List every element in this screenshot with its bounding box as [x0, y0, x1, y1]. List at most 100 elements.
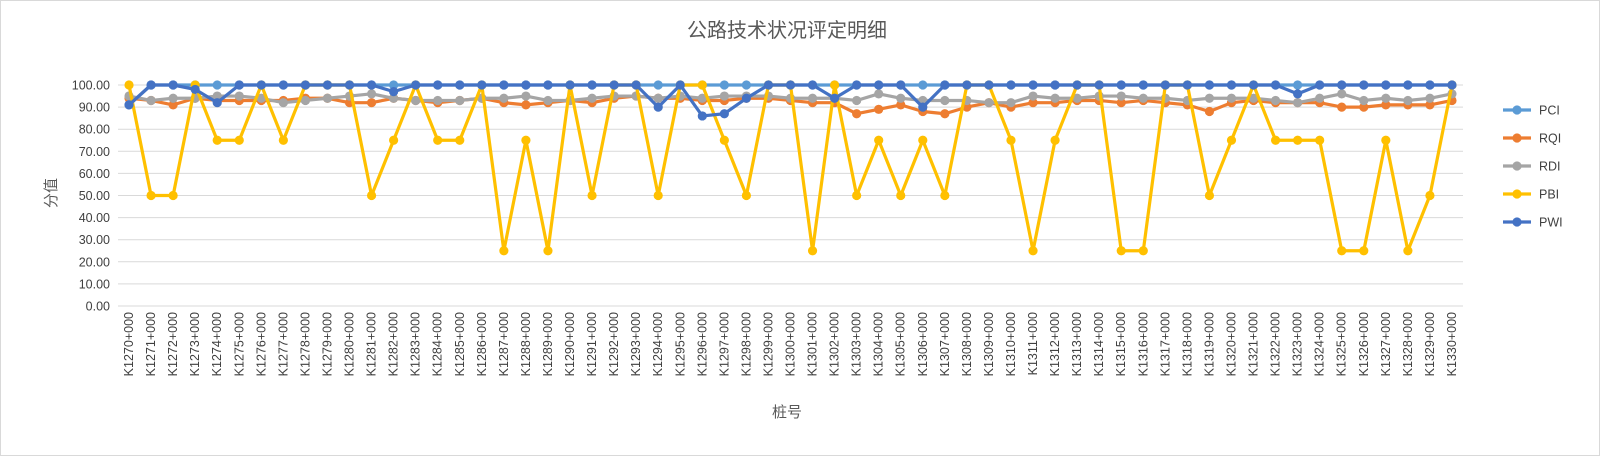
data-point-pbi — [587, 190, 597, 201]
data-point-pwi — [1447, 80, 1457, 90]
gridlines — [118, 84, 1463, 307]
data-point-pwi — [1359, 80, 1369, 90]
data-point-pbi — [1381, 135, 1391, 145]
data-point-pbi — [940, 190, 950, 201]
x-tick-label: K1307+000 — [938, 312, 952, 376]
data-point-pwi — [256, 80, 266, 90]
data-point-rdi — [719, 91, 729, 101]
data-point-pwi — [344, 80, 355, 90]
data-point-rdi — [146, 95, 156, 106]
x-tick-label: K1270+000 — [122, 312, 136, 376]
data-point-pwi — [168, 80, 178, 90]
x-tick-label: K1317+000 — [1158, 312, 1172, 376]
data-point-pbi — [124, 80, 134, 90]
legend-label: PCI — [1539, 104, 1560, 118]
data-point-pwi — [896, 80, 906, 90]
data-point-pwi — [521, 80, 531, 90]
data-point-pwi — [1072, 80, 1082, 90]
data-point-rdi — [984, 98, 994, 108]
x-tick-label: K1283+000 — [409, 312, 423, 376]
x-tick-label: K1322+000 — [1269, 312, 1283, 376]
y-tick-label: 50.00 — [79, 189, 110, 203]
x-tick-label: K1328+000 — [1401, 312, 1415, 376]
data-point-pwi — [455, 80, 465, 90]
x-tick-label: K1311+000 — [1026, 312, 1040, 375]
data-point-pbi — [1204, 190, 1215, 201]
x-tick-label: K1312+000 — [1048, 312, 1062, 376]
legend-label: PBI — [1539, 188, 1559, 202]
x-tick-label: K1288+000 — [519, 312, 533, 376]
data-point-pbi — [807, 246, 818, 256]
data-point-pbi — [829, 80, 840, 90]
data-point-pwi — [322, 80, 333, 90]
x-tick-label: K1271+000 — [144, 312, 158, 376]
x-tick-label: K1305+000 — [894, 312, 908, 376]
data-point-pbi — [896, 190, 906, 201]
x-tick-label: K1309+000 — [982, 312, 996, 376]
data-point-pwi — [1050, 80, 1060, 90]
data-point-pbi — [1425, 190, 1435, 201]
data-point-pbi — [278, 135, 288, 145]
data-point-rdi — [1248, 93, 1259, 103]
y-tick-label: 40.00 — [79, 211, 110, 225]
x-tick-label: K1315+000 — [1114, 312, 1128, 376]
x-tick-label: K1297+000 — [717, 312, 731, 376]
data-point-rdi — [940, 95, 950, 106]
data-point-rdi — [807, 93, 818, 103]
data-point-rqi — [168, 100, 178, 110]
data-point-pbi — [543, 246, 553, 256]
x-tick-label: K1274+000 — [210, 312, 224, 376]
data-point-rdi — [1381, 93, 1391, 103]
data-point-pwi — [763, 80, 774, 90]
series-group — [124, 80, 1457, 256]
data-point-pwi — [653, 102, 663, 112]
data-point-pci — [1293, 80, 1303, 90]
data-point-rqi — [366, 98, 377, 108]
data-point-rdi — [455, 95, 465, 106]
data-point-rdi — [256, 93, 266, 103]
data-point-rdi — [1337, 89, 1347, 99]
y-tick-label: 70.00 — [79, 145, 110, 159]
data-point-rdi — [1403, 95, 1413, 106]
data-point-pbi — [433, 135, 443, 145]
data-point-pci — [918, 80, 928, 90]
data-point-pwi — [609, 80, 619, 90]
x-tick-label: K1278+000 — [298, 312, 312, 376]
data-point-rdi — [543, 95, 553, 106]
data-point-rdi — [896, 93, 906, 103]
data-point-rdi — [499, 93, 509, 103]
x-tick-label: K1287+000 — [497, 312, 511, 376]
x-tick-label: K1292+000 — [607, 312, 621, 376]
x-axis-ticks: K1270+000 K1271+000 K1272+000 K1273+000 K127… — [122, 312, 1459, 376]
x-tick-label: K1273+000 — [188, 312, 202, 376]
x-tick-label: K1284+000 — [431, 312, 445, 376]
x-tick-label: K1320+000 — [1224, 312, 1238, 376]
legend-item-pci: PCI — [1503, 104, 1560, 118]
data-point-rdi — [322, 93, 333, 103]
y-tick-label: 30.00 — [79, 233, 110, 247]
y-tick-label: 60.00 — [79, 167, 110, 181]
x-tick-label: K1289+000 — [541, 312, 555, 376]
data-point-pbi — [1403, 246, 1413, 256]
legend-label: RDI — [1539, 160, 1561, 174]
data-point-rqi — [940, 109, 950, 119]
data-point-pbi — [1028, 246, 1038, 256]
data-point-pwi — [1270, 80, 1281, 90]
data-point-rdi — [587, 93, 597, 103]
legend-item-rqi: RQI — [1503, 132, 1561, 146]
data-point-pbi — [168, 190, 178, 201]
data-point-rqi — [521, 100, 531, 110]
x-tick-label: K1285+000 — [453, 312, 467, 376]
data-point-pci — [719, 80, 729, 90]
data-point-pwi — [499, 80, 509, 90]
data-point-rdi — [521, 91, 531, 101]
data-point-rdi — [300, 95, 311, 106]
data-point-rdi — [874, 89, 884, 99]
data-point-pwi — [124, 100, 134, 110]
data-point-pwi — [234, 80, 244, 90]
data-point-rdi — [1138, 93, 1148, 103]
series-line-pbi — [127, 83, 1454, 253]
data-point-rdi — [1204, 93, 1215, 103]
